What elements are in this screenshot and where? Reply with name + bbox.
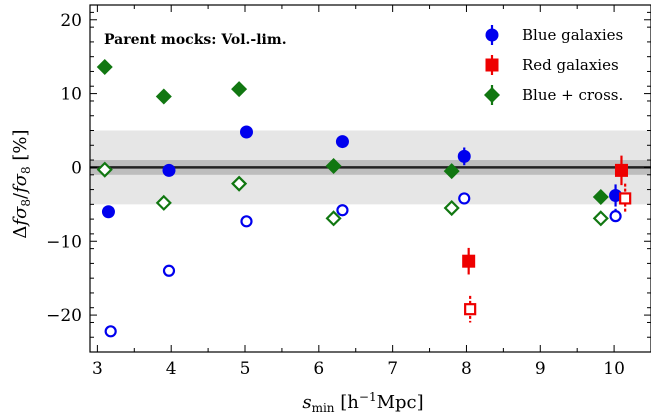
plot-frame xyxy=(89,4,651,353)
x-tick-label-1: 4 xyxy=(166,359,177,379)
y-tick-label-1: −10 xyxy=(46,232,82,252)
legend-label-2: Blue + cross. xyxy=(522,86,623,104)
data-point-s1-p3 xyxy=(336,204,349,217)
legend: Blue galaxies Red galaxies Blue + cross. xyxy=(484,25,623,105)
data-point-s0-p3 xyxy=(335,135,349,149)
data-point-s4-p2 xyxy=(231,81,248,98)
y-axis-label: Δfσ8/fσ8 [%] xyxy=(10,129,33,238)
x-tick-label-7: 10 xyxy=(603,359,625,379)
x-tick-label-3: 6 xyxy=(313,359,324,379)
legend-marker-1 xyxy=(485,58,499,72)
plot-area: 3 4 5 6 7 8 9 10 −20 −10 0 10 20 xyxy=(46,4,651,379)
x-axis-label: smin [h−1Mpc] xyxy=(302,390,423,415)
data-point-s1-p0 xyxy=(104,325,117,338)
data-point-s1-p1 xyxy=(162,264,176,277)
data-point-s5-p1 xyxy=(155,194,172,211)
data-point-s1-p2 xyxy=(240,215,253,228)
data-point-s0-p2 xyxy=(239,125,253,139)
svg-text:smin [h−1Mpc]: smin [h−1Mpc] xyxy=(302,390,423,415)
data-point-s3-p1 xyxy=(619,192,632,205)
x-tick-label-6: 9 xyxy=(535,359,546,379)
data-point-s4-p1 xyxy=(155,88,172,105)
y-tick-label-0: −20 xyxy=(46,306,82,326)
legend-marker-0 xyxy=(485,28,499,42)
y-tick-label-4: 20 xyxy=(60,11,82,31)
data-point-s2-p0 xyxy=(462,254,476,268)
x-tick-label-5: 8 xyxy=(461,359,472,379)
data-point-s4-p0 xyxy=(96,59,113,76)
data-point-s1-p4 xyxy=(458,192,471,205)
data-point-s0-p4 xyxy=(457,149,471,163)
x-tick-label-0: 3 xyxy=(92,359,103,379)
svg-text:Δfσ8/fσ8 [%]: Δfσ8/fσ8 [%] xyxy=(10,129,33,238)
x-tick-label-4: 7 xyxy=(387,359,398,379)
data-point-s4-p3 xyxy=(325,157,342,174)
data-point-s5-p5 xyxy=(592,210,609,227)
legend-marker-2 xyxy=(484,87,500,103)
data-point-s4-p4 xyxy=(443,163,460,180)
data-point-s5-p3 xyxy=(325,210,342,227)
data-point-s1-p5 xyxy=(609,210,622,223)
chart-annotation: Parent mocks: Vol.-lim. xyxy=(104,32,287,48)
data-point-s0-p5 xyxy=(609,188,623,202)
data-point-s5-p0 xyxy=(96,161,113,178)
data-point-s5-p2 xyxy=(231,175,248,192)
x-tick-label-2: 5 xyxy=(240,359,251,379)
legend-label-0: Blue galaxies xyxy=(522,26,623,44)
data-point-s5-p4 xyxy=(443,199,460,217)
data-point-s2-p1 xyxy=(614,163,628,177)
y-tick-label-3: 10 xyxy=(60,85,82,105)
data-point-s0-p1 xyxy=(162,163,176,177)
data-point-s3-p0 xyxy=(464,303,477,316)
y-tick-label-2: 0 xyxy=(71,158,82,178)
data-point-s0-p0 xyxy=(101,205,115,219)
data-point-s4-p5 xyxy=(592,188,609,205)
legend-label-1: Red galaxies xyxy=(522,56,619,74)
